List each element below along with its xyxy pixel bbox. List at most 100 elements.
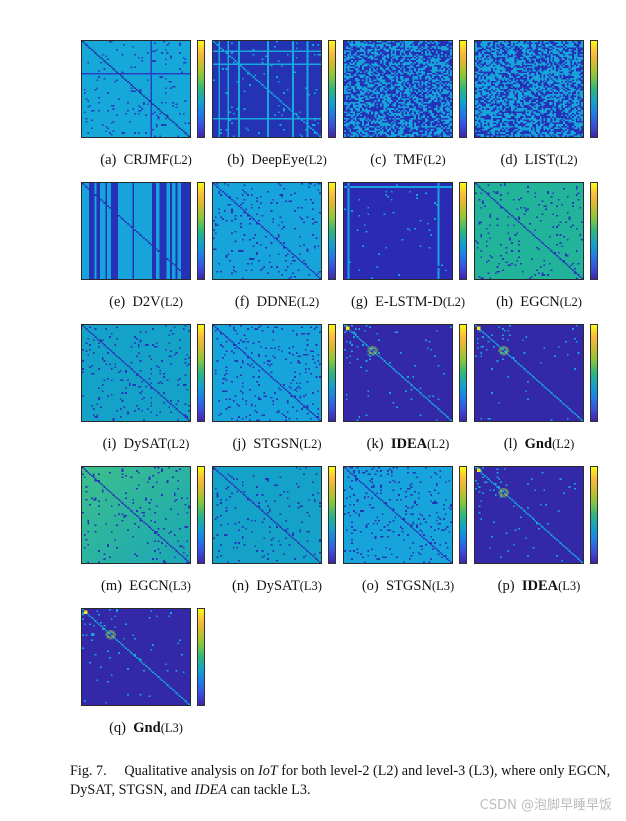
level-label: (L2) [296,295,320,309]
heatmap-canvas [344,467,452,563]
heatmap [474,324,584,422]
method-name: DySAT [256,578,300,594]
method-name: EGCN [129,578,169,594]
subfigure-caption: (c) TMF(L2) [323,152,493,169]
subfigure-caption: (a) CRJMF(L2) [61,152,231,169]
method-name: EGCN [520,294,560,310]
heatmap [343,324,453,422]
heatmap [81,40,191,138]
subfigure-id: (o) [361,578,379,594]
heatmap-canvas [344,183,452,279]
subfigure-caption: (i) DySAT(L2) [61,436,231,453]
heatmap-canvas [82,609,190,705]
subfigure-caption: (j) STGSN(L2) [192,436,362,453]
subfigure-caption: (l) Gnd(L2) [454,436,624,453]
level-label: (L2) [427,437,450,451]
subfigure-caption: (k) IDEA(L2) [323,436,493,453]
subfigure-caption: (n) DySAT(L3) [192,578,362,595]
subfigure-caption: (b) DeepEye(L2) [192,152,362,169]
colorbar [197,466,205,564]
figure-number: Fig. 7. [70,763,107,779]
colorbar [197,40,205,138]
colorbar [328,182,336,280]
level-label: (L2) [160,295,183,309]
level-label: (L3) [168,579,191,593]
caption-idea: IDEA [194,782,227,798]
heatmap [81,182,191,280]
level-label: (L3) [431,579,455,593]
level-label: (L2) [559,295,582,309]
colorbar [590,40,598,138]
level-label: (L2) [555,153,578,167]
colorbar [459,466,467,564]
method-name: STGSN [386,578,432,594]
colorbar [590,324,598,422]
heatmap [474,40,584,138]
heatmap-canvas [475,467,583,563]
heatmap-canvas [344,41,452,137]
heatmap [474,182,584,280]
level-label: (L2) [299,437,322,451]
subfigure-id: (f) [234,294,250,310]
heatmap [81,466,191,564]
heatmap-canvas [344,325,452,421]
heatmap-canvas [213,41,321,137]
subfigure-caption: (e) D2V(L2) [61,294,231,311]
subfigure-id: (e) [109,294,126,310]
subfigure-caption: (p) IDEA(L3) [454,578,624,595]
heatmap-canvas [82,467,190,563]
subfigure-id: (j) [232,436,247,452]
subfigure-id: (p) [497,578,515,594]
heatmap-canvas [475,41,583,137]
method-name: D2V [132,294,161,310]
colorbar [197,608,205,706]
heatmap [212,40,322,138]
method-name: DeepEye [251,152,305,168]
subfigure-caption: (q) Gnd(L3) [61,720,231,737]
subfigure-caption: (o) STGSN(L3) [323,578,493,595]
method-name: IDEA [521,578,559,594]
colorbar [590,182,598,280]
colorbar [197,182,205,280]
heatmap [343,40,453,138]
subfigure-id: (c) [370,152,387,168]
heatmap [212,466,322,564]
colorbar [459,40,467,138]
subfigure-caption: (d) LIST(L2) [454,152,624,169]
heatmap-canvas [82,41,190,137]
colorbar [459,324,467,422]
heatmap-canvas [213,183,321,279]
subfigure-id: (n) [232,578,249,594]
subfigure-id: (m) [101,578,122,594]
heatmap-canvas [213,467,321,563]
heatmap [343,466,453,564]
level-label: (L3) [299,579,322,593]
heatmap-canvas [475,325,583,421]
method-name: STGSN [253,436,300,452]
subfigure-id: (b) [227,152,245,168]
level-label: (L3) [160,721,183,735]
level-label: (L2) [423,153,446,167]
subfigure-id: (g) [350,294,368,310]
watermark: CSDN @泡脚早睡早饭 [479,798,612,813]
subfigure-caption: (m) EGCN(L3) [61,578,231,595]
colorbar [328,324,336,422]
figure-caption: Fig. 7. Qualitative analysis on IoT for … [70,762,618,800]
level-label: (L2) [169,153,192,167]
subfigure-id: (d) [500,152,518,168]
colorbar [197,324,205,422]
subfigure-caption: (h) EGCN(L2) [454,294,624,311]
method-name: Gnd [524,436,553,452]
heatmap [81,324,191,422]
subfigure-caption: (g) E-LSTM-D(L2) [323,294,493,311]
method-name: Gnd [133,720,161,736]
heatmap-canvas [82,183,190,279]
heatmap-canvas [82,325,190,421]
heatmap-canvas [475,183,583,279]
colorbar [459,182,467,280]
subfigure-id: (a) [100,152,117,168]
heatmap [81,608,191,706]
subfigure-id: (l) [503,436,518,452]
caption-text-2: for both level-2 (L2) and level-3 (L3), … [70,763,611,798]
method-name: CRJMF [123,152,170,168]
